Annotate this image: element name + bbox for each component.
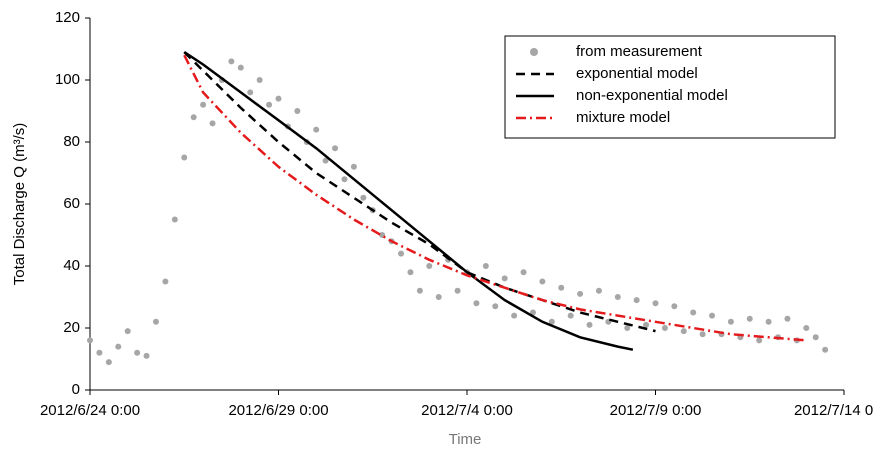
data-point xyxy=(407,269,414,276)
data-point xyxy=(313,126,320,133)
data-point xyxy=(105,359,112,366)
y-tick-label: 20 xyxy=(63,319,80,336)
data-point xyxy=(520,269,527,276)
data-point xyxy=(652,300,659,307)
data-point xyxy=(266,101,273,108)
data-point xyxy=(426,263,433,269)
data-point xyxy=(567,312,574,319)
y-tick-label: 0 xyxy=(72,381,80,398)
data-point xyxy=(190,114,197,121)
legend-label: mixture model xyxy=(576,109,670,126)
data-point xyxy=(115,343,122,350)
data-point xyxy=(624,325,631,331)
x-tick-label: 2012/7/14 0:00 xyxy=(794,402,874,419)
data-point xyxy=(529,309,536,316)
legend-box xyxy=(504,35,836,139)
data-point xyxy=(454,287,461,294)
legend-label: from measurement xyxy=(576,43,703,60)
data-point xyxy=(690,309,697,316)
data-point xyxy=(134,349,141,356)
data-point xyxy=(171,216,178,223)
data-point xyxy=(275,95,282,102)
data-point xyxy=(256,77,263,83)
data-point xyxy=(124,328,131,335)
data-point xyxy=(237,64,244,71)
data-point xyxy=(341,176,348,183)
data-point xyxy=(671,303,678,310)
data-point xyxy=(322,157,329,164)
data-point xyxy=(595,287,602,294)
data-point xyxy=(643,321,650,328)
data-point xyxy=(586,321,593,328)
data-point xyxy=(398,250,405,257)
data-point xyxy=(162,278,169,285)
data-point xyxy=(661,325,668,331)
x-tick-label: 2012/7/4 0:00 xyxy=(421,402,513,419)
data-point xyxy=(699,331,706,338)
data-point xyxy=(577,290,584,297)
y-axis-label: Total Discharge Q (m³/s) xyxy=(11,123,28,286)
data-point xyxy=(501,275,508,282)
data-point xyxy=(803,325,810,331)
data-point xyxy=(812,334,819,341)
data-point xyxy=(539,278,546,285)
data-point xyxy=(181,154,188,161)
data-point xyxy=(200,101,207,108)
data-point xyxy=(247,89,254,96)
data-point xyxy=(633,297,640,304)
data-point xyxy=(784,315,791,322)
data-point xyxy=(680,328,687,335)
y-tick-label: 60 xyxy=(63,195,80,212)
data-point xyxy=(350,163,357,170)
legend-swatch xyxy=(530,48,538,56)
data-point xyxy=(152,318,159,325)
data-point xyxy=(360,194,367,201)
data-point xyxy=(294,108,301,114)
data-point xyxy=(209,120,216,127)
data-point xyxy=(332,145,339,152)
model-line xyxy=(183,51,634,351)
data-point xyxy=(765,318,772,325)
data-point xyxy=(482,263,489,269)
y-tick-label: 120 xyxy=(55,9,80,26)
data-point xyxy=(87,337,93,344)
data-point xyxy=(511,312,518,319)
data-point xyxy=(96,349,103,356)
data-point xyxy=(709,312,716,319)
x-tick-label: 2012/6/24 0:00 xyxy=(40,402,140,419)
data-point xyxy=(435,294,442,300)
data-point xyxy=(614,294,621,300)
y-tick-label: 80 xyxy=(63,133,80,150)
legend-label: exponential model xyxy=(576,65,698,82)
data-point xyxy=(228,58,235,65)
model-line xyxy=(183,51,656,333)
data-point xyxy=(473,300,480,307)
x-tick-label: 2012/6/29 0:00 xyxy=(228,402,328,419)
data-point xyxy=(548,318,555,325)
data-point xyxy=(727,318,734,325)
x-tick-label: 2012/7/9 0:00 xyxy=(610,402,702,419)
data-point xyxy=(143,352,150,359)
model-line xyxy=(183,54,807,342)
data-point xyxy=(822,346,829,353)
data-point xyxy=(492,303,499,310)
data-point xyxy=(416,287,423,294)
data-point xyxy=(746,315,753,322)
data-point xyxy=(558,284,565,291)
legend-label: non-exponential model xyxy=(576,87,728,104)
data-point xyxy=(756,337,763,344)
y-tick-label: 100 xyxy=(55,71,80,88)
x-axis-label: Time xyxy=(449,431,482,448)
y-tick-label: 40 xyxy=(63,257,80,274)
